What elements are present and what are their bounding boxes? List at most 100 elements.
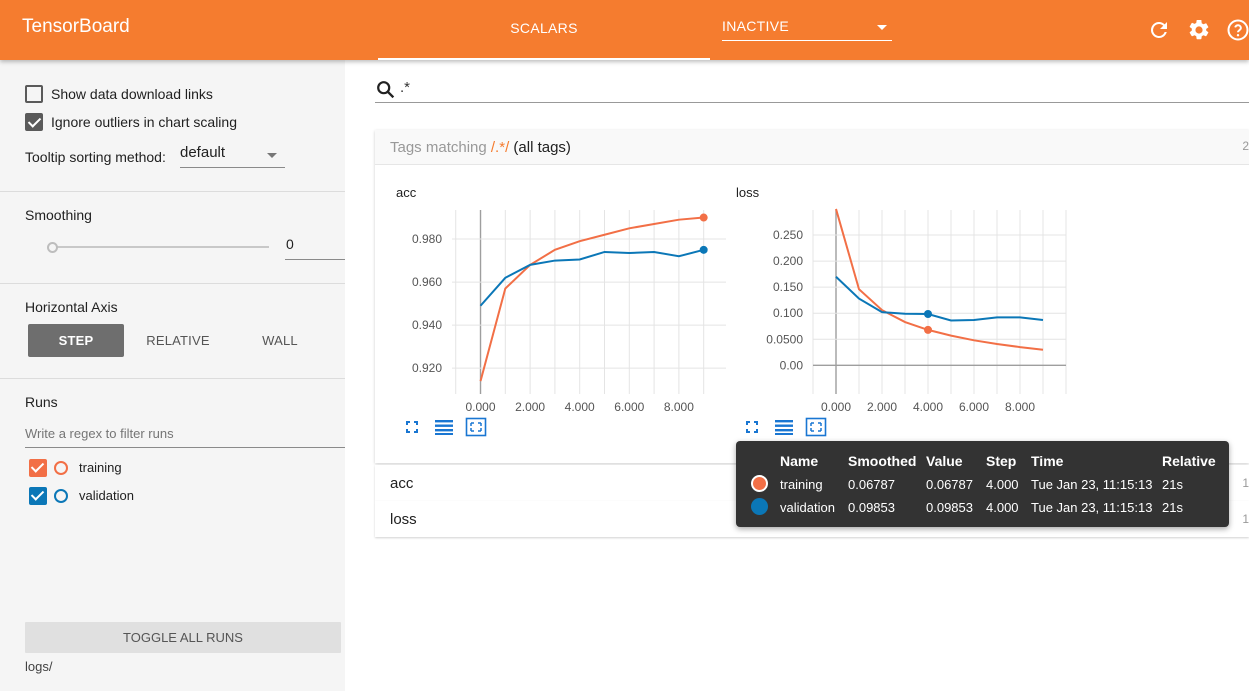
- settings-gear-icon[interactable]: [1187, 18, 1211, 42]
- axis-wall-button[interactable]: WALL: [262, 333, 298, 348]
- expand-icon[interactable]: [741, 417, 763, 437]
- toggle-all-runs-button[interactable]: TOGGLE ALL RUNS: [25, 622, 341, 653]
- runs-filter-input[interactable]: Write a regex to filter runs: [25, 426, 345, 448]
- category-label: acc: [390, 475, 414, 492]
- fit-domain-icon[interactable]: [805, 417, 827, 437]
- inactive-dashboards-select[interactable]: INACTIVE: [722, 18, 892, 41]
- category-count: 1: [1242, 476, 1249, 490]
- tooltip-training-dot: [751, 475, 768, 492]
- tags-prefix: Tags matching: [390, 139, 491, 156]
- x-tick-label: 8.000: [1005, 400, 1035, 414]
- search-icon: [377, 81, 395, 99]
- divider: [0, 283, 345, 284]
- logdir-label: logs/: [25, 659, 53, 674]
- series-point-validation: [924, 309, 932, 318]
- horizontal-axis-heading: Horizontal Axis: [25, 299, 118, 315]
- x-tick-label: 4.000: [913, 400, 943, 414]
- smoothing-heading: Smoothing: [25, 207, 92, 223]
- chart-title-loss: loss: [736, 185, 760, 200]
- y-tick-label: 0.150: [773, 280, 803, 294]
- tooltip-sorting-value: default: [180, 144, 226, 161]
- y-tick-label: 0.250: [773, 228, 803, 242]
- series-point-training: [699, 213, 708, 222]
- runs-heading: Runs: [25, 394, 58, 410]
- tooltip-sorting-dropdown[interactable]: default: [180, 144, 285, 168]
- tooltip-validation-step: 4.000: [986, 500, 1019, 515]
- inactive-select-label: INACTIVE: [722, 18, 789, 34]
- tooltip-validation-smoothed: 0.09853: [848, 500, 895, 515]
- tooltip-header-name: Name: [780, 453, 819, 469]
- tooltip-validation-relative: 21s: [1162, 500, 1183, 515]
- y-tick-label: 0.0500: [766, 332, 803, 346]
- tooltip-header-time: Time: [1031, 453, 1064, 469]
- show-download-links-label: Show data download links: [51, 86, 213, 102]
- chart-title-acc: acc: [396, 185, 417, 200]
- y-tick-label: 0.940: [412, 318, 442, 332]
- axis-step-button[interactable]: STEP: [28, 324, 124, 357]
- top-bar: TensorBoard SCALARS INACTIVE: [0, 0, 1249, 60]
- sidebar: Show data download links Ignore outliers…: [0, 60, 345, 691]
- tooltip-validation-value: 0.09853: [926, 500, 973, 515]
- run-training-label: training: [79, 460, 122, 475]
- tag-search[interactable]: .*: [375, 78, 1249, 103]
- search-input[interactable]: .*: [400, 79, 411, 96]
- expand-icon[interactable]: [401, 417, 423, 437]
- fit-domain-icon[interactable]: [465, 417, 487, 437]
- x-tick-label: 4.000: [565, 400, 595, 414]
- tooltip-training-name: training: [780, 477, 823, 492]
- x-tick-label: 0.000: [466, 400, 496, 414]
- tags-card-header[interactable]: Tags matching /.*/ (all tags) 2: [375, 130, 1249, 165]
- caret-down-icon: [267, 153, 277, 158]
- run-training-color-icon: [54, 461, 68, 475]
- category-label: loss: [390, 511, 417, 528]
- series-line-validation: [479, 248, 704, 307]
- refresh-icon[interactable]: [1147, 18, 1171, 42]
- x-tick-label: 6.000: [614, 400, 644, 414]
- x-tick-label: 2.000: [515, 400, 545, 414]
- data-table-icon[interactable]: [773, 417, 795, 437]
- tags-matching-text: Tags matching /.*/ (all tags): [390, 139, 571, 156]
- tags-regex: /.*/: [490, 139, 510, 156]
- divider: [0, 191, 345, 192]
- tooltip-training-time: Tue Jan 23, 11:15:13: [1031, 477, 1153, 492]
- chart-tooltip: Name Smoothed Value Step Time Relative t…: [736, 441, 1229, 527]
- tags-suffix: (all tags): [509, 139, 571, 156]
- smoothing-value-input[interactable]: 0: [285, 236, 345, 260]
- data-table-icon[interactable]: [433, 417, 455, 437]
- y-tick-label: 0.920: [412, 361, 442, 375]
- smoothing-slider-track[interactable]: [50, 246, 269, 248]
- tab-scalars[interactable]: SCALARS: [378, 0, 710, 60]
- ignore-outliers-label: Ignore outliers in chart scaling: [51, 114, 237, 130]
- tooltip-training-relative: 21s: [1162, 477, 1183, 492]
- x-tick-label: 2.000: [867, 400, 897, 414]
- run-validation-label: validation: [79, 488, 134, 503]
- tooltip-sorting-label: Tooltip sorting method:: [25, 149, 166, 165]
- acc-chart[interactable]: 0.920 0.940 0.960 0.980 0.000 2.000 4.000 6.000…: [375, 205, 735, 415]
- run-validation-color-icon: [54, 489, 68, 503]
- x-tick-label: 6.000: [959, 400, 989, 414]
- series-point-training: [924, 325, 932, 334]
- divider: [0, 378, 345, 379]
- run-validation-checkbox[interactable]: [29, 487, 47, 505]
- y-tick-label: 0.960: [412, 275, 442, 289]
- category-count: 1: [1242, 512, 1249, 526]
- tooltip-header-smoothed: Smoothed: [848, 453, 917, 469]
- tooltip-validation-name: validation: [780, 500, 835, 515]
- tooltip-header-value: Value: [926, 453, 963, 469]
- caret-down-icon: [877, 25, 887, 30]
- tooltip-header-relative: Relative: [1162, 453, 1216, 469]
- tooltip-validation-time: Tue Jan 23, 11:15:13: [1031, 500, 1153, 515]
- series-point-validation: [699, 245, 708, 254]
- run-training-checkbox[interactable]: [29, 459, 47, 477]
- series-line-training: [835, 208, 1044, 351]
- x-tick-label: 0.000: [821, 400, 851, 414]
- help-icon[interactable]: [1226, 18, 1249, 42]
- loss-chart[interactable]: 0.00 0.0500 0.100 0.150 0.200 0.250 0.000 2.000…: [735, 205, 1095, 415]
- show-download-links-checkbox[interactable]: [25, 85, 43, 103]
- tags-count: 2: [1242, 139, 1249, 153]
- smoothing-slider-knob[interactable]: [47, 242, 58, 253]
- axis-relative-button[interactable]: RELATIVE: [146, 333, 210, 348]
- ignore-outliers-checkbox[interactable]: [25, 113, 43, 131]
- tooltip-training-smoothed: 0.06787: [848, 477, 895, 492]
- x-tick-label: 8.000: [664, 400, 694, 414]
